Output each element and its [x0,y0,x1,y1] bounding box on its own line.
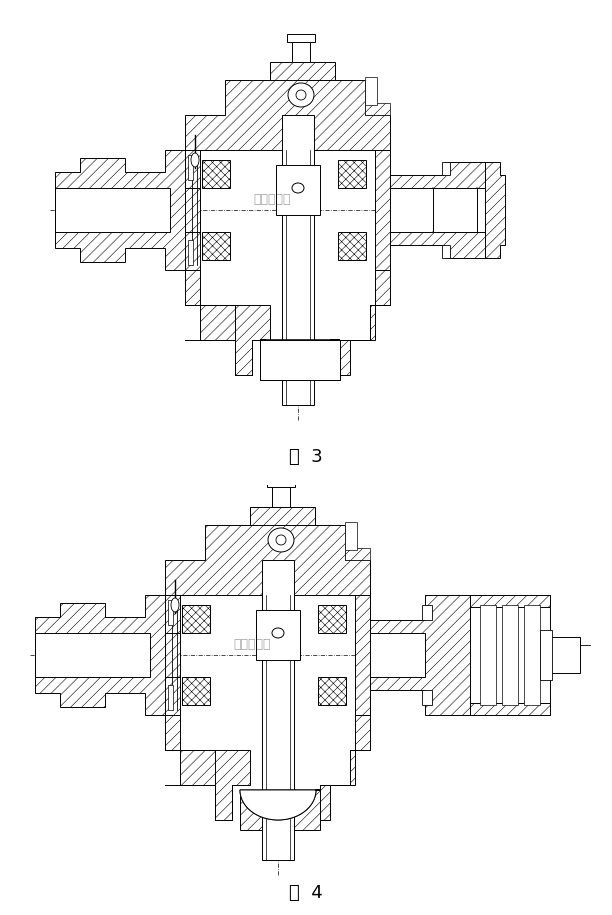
Circle shape [296,90,306,100]
Bar [338,160,366,188]
Polygon shape [165,510,370,595]
Bar [318,677,346,705]
Polygon shape [55,150,185,270]
Polygon shape [35,595,165,715]
Polygon shape [260,340,340,367]
Bar [55,188,170,232]
Bar [250,507,315,525]
Ellipse shape [171,598,179,612]
Bar [365,77,377,105]
Bar [202,160,230,188]
Bar [318,605,346,633]
Bar [480,605,496,705]
Ellipse shape [272,628,284,638]
Bar [442,245,450,258]
Bar [168,600,173,625]
Polygon shape [390,162,485,258]
Bar [168,685,173,710]
Bar [540,630,552,680]
Bar [182,605,210,633]
Ellipse shape [268,528,294,552]
Ellipse shape [191,153,199,167]
Bar [188,240,193,265]
Ellipse shape [288,83,314,107]
Text: １Ｘｕａｎ: １Ｘｕａｎ [233,639,271,651]
Bar [502,605,518,705]
Bar [35,633,150,677]
Text: 图  4: 图 4 [289,884,323,902]
Polygon shape [355,595,370,715]
Bar [470,703,550,715]
Bar [270,62,335,80]
Circle shape [276,535,286,545]
Bar [282,115,314,405]
Bar [470,595,550,607]
Bar [422,605,432,620]
Polygon shape [185,270,270,375]
Bar [188,155,193,180]
Ellipse shape [292,183,304,193]
Bar [345,522,357,550]
Bar [272,485,290,507]
Polygon shape [320,715,370,820]
Bar [292,40,310,62]
Bar [470,595,550,715]
Bar [345,548,370,560]
Bar [433,188,477,232]
Bar [365,103,390,115]
Bar [202,232,230,260]
Polygon shape [375,150,390,270]
Bar [390,188,485,232]
Polygon shape [240,790,320,820]
Bar [287,34,315,42]
Polygon shape [240,790,320,820]
Bar [276,165,320,215]
Bar [524,605,540,705]
Polygon shape [165,715,250,820]
Polygon shape [185,150,200,270]
Bar [370,633,425,677]
Polygon shape [240,790,320,830]
Bar [338,232,366,260]
Polygon shape [485,162,505,258]
Polygon shape [340,270,390,375]
Polygon shape [185,65,390,150]
Text: １Ｘｕａｎ: １Ｘｕａｎ [253,193,291,207]
Polygon shape [370,595,470,715]
Bar [267,479,295,487]
Bar [262,560,294,860]
Bar [182,677,210,705]
Bar [550,637,580,673]
Polygon shape [165,595,180,715]
Text: 图  3: 图 3 [289,448,323,466]
Polygon shape [260,340,340,380]
Bar [256,610,300,660]
Polygon shape [260,340,340,380]
Bar [442,162,450,175]
Bar [260,340,340,380]
Bar [422,690,432,705]
Polygon shape [260,340,340,367]
